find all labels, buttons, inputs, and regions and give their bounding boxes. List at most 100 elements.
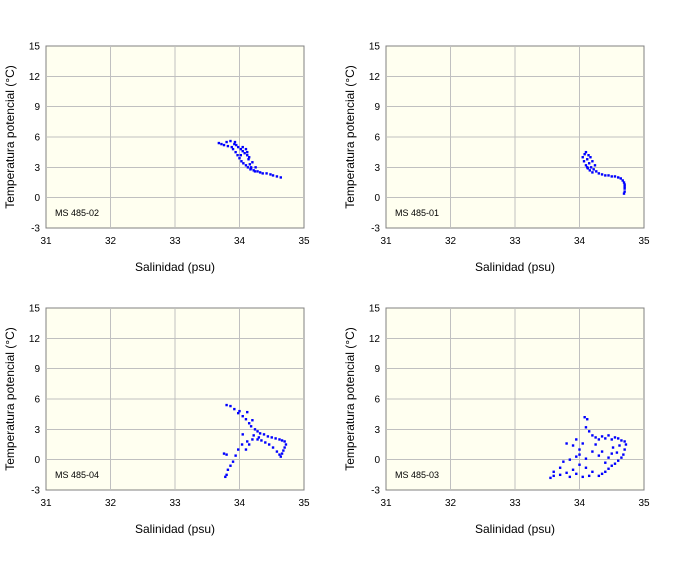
data-point <box>584 426 588 429</box>
data-point <box>251 438 254 441</box>
data-point <box>233 140 237 144</box>
data-point <box>623 187 626 190</box>
data-point <box>594 443 597 446</box>
data-point <box>280 452 284 455</box>
data-point <box>265 172 268 175</box>
x-tick-label: 33 <box>169 236 181 247</box>
data-point <box>226 468 230 471</box>
data-point <box>240 160 243 163</box>
data-point <box>562 460 565 463</box>
y-tick-label: 3 <box>34 425 40 436</box>
data-point <box>242 162 245 165</box>
data-point <box>261 172 264 175</box>
data-point <box>247 443 251 446</box>
data-point <box>252 169 255 172</box>
data-point <box>275 450 279 453</box>
data-point <box>244 448 248 451</box>
data-point <box>611 446 615 449</box>
y-axis-title: Temperatura potencial (°C) <box>3 327 17 471</box>
data-point <box>584 466 588 469</box>
data-point <box>587 162 591 165</box>
data-point <box>558 466 562 469</box>
data-point <box>593 164 597 167</box>
data-point <box>604 461 607 464</box>
data-point <box>251 419 254 422</box>
data-point <box>589 156 592 159</box>
data-point <box>597 438 601 441</box>
data-point <box>568 475 572 479</box>
chart-panel-4: 31 32 33 34 35 15 12 9 6 3 0 -3 Salinidad (psu) Tempe… <box>340 298 670 566</box>
data-point <box>239 154 242 157</box>
data-point <box>237 411 240 415</box>
data-point <box>600 173 604 176</box>
data-point <box>233 142 236 146</box>
data-point <box>274 437 277 440</box>
x-tick-label: 35 <box>298 236 310 247</box>
data-point <box>278 453 281 456</box>
x-tick-label: 35 <box>638 498 650 509</box>
x-tick-label: 33 <box>509 498 521 509</box>
data-point <box>244 164 248 167</box>
x-tick-label: 35 <box>638 236 650 247</box>
data-point <box>258 171 262 174</box>
data-point <box>578 448 581 451</box>
data-point <box>231 147 235 151</box>
data-point <box>222 452 226 455</box>
data-point <box>266 435 270 438</box>
data-point <box>622 192 626 195</box>
data-point <box>600 435 604 438</box>
data-point <box>581 156 584 159</box>
y-tick-label: 3 <box>374 425 380 436</box>
data-point <box>271 174 275 177</box>
data-point <box>237 145 240 149</box>
data-point <box>591 434 594 437</box>
data-point <box>238 157 241 160</box>
data-point <box>248 163 252 166</box>
data-point <box>620 439 623 442</box>
data-point <box>618 444 621 447</box>
data-point <box>623 448 626 451</box>
chart-svg: 31 32 33 34 35 15 12 9 6 3 0 -3 Salinidad (psu) Tempe… <box>3 42 310 275</box>
data-point <box>240 443 244 446</box>
data-point <box>581 442 584 445</box>
data-point <box>234 150 237 154</box>
data-point <box>575 455 578 458</box>
y-tick-label: 6 <box>374 133 380 144</box>
x-tick-label: 32 <box>105 236 117 247</box>
data-point <box>583 416 586 419</box>
data-point <box>279 176 282 179</box>
data-point <box>225 403 228 407</box>
y-tick-label: 12 <box>369 334 381 345</box>
data-point <box>565 471 568 475</box>
data-point <box>575 438 578 441</box>
x-tick-label: 35 <box>298 498 310 509</box>
chart-panel-1: 31 32 33 34 35 15 12 9 6 3 0 -3 Salinidad (psu) Tempe… <box>0 36 330 304</box>
data-point <box>241 414 244 418</box>
data-point <box>615 451 619 454</box>
data-point <box>246 440 249 443</box>
data-point <box>262 433 266 436</box>
y-tick-label: 15 <box>369 304 381 315</box>
y-axis-title: Temperatura potencial (°C) <box>343 327 357 471</box>
y-tick-label: 3 <box>34 163 40 174</box>
data-point <box>584 164 588 167</box>
x-tick-label: 31 <box>380 498 392 509</box>
data-point <box>269 173 272 176</box>
data-point <box>568 458 572 461</box>
station-label: MS 485-03 <box>395 470 439 480</box>
data-point <box>610 438 613 441</box>
data-point <box>623 185 626 188</box>
data-point <box>284 443 288 446</box>
x-axis-title: Salinidad (psu) <box>135 260 215 274</box>
y-tick-label: 15 <box>29 42 41 53</box>
data-point <box>239 147 242 151</box>
x-tick-label: 32 <box>105 498 117 509</box>
data-point <box>246 166 250 169</box>
data-point <box>587 430 591 433</box>
data-point <box>249 425 253 428</box>
data-point <box>226 144 230 148</box>
data-point <box>256 438 259 441</box>
data-point <box>571 444 575 447</box>
data-point <box>231 460 235 463</box>
data-point <box>607 467 610 470</box>
